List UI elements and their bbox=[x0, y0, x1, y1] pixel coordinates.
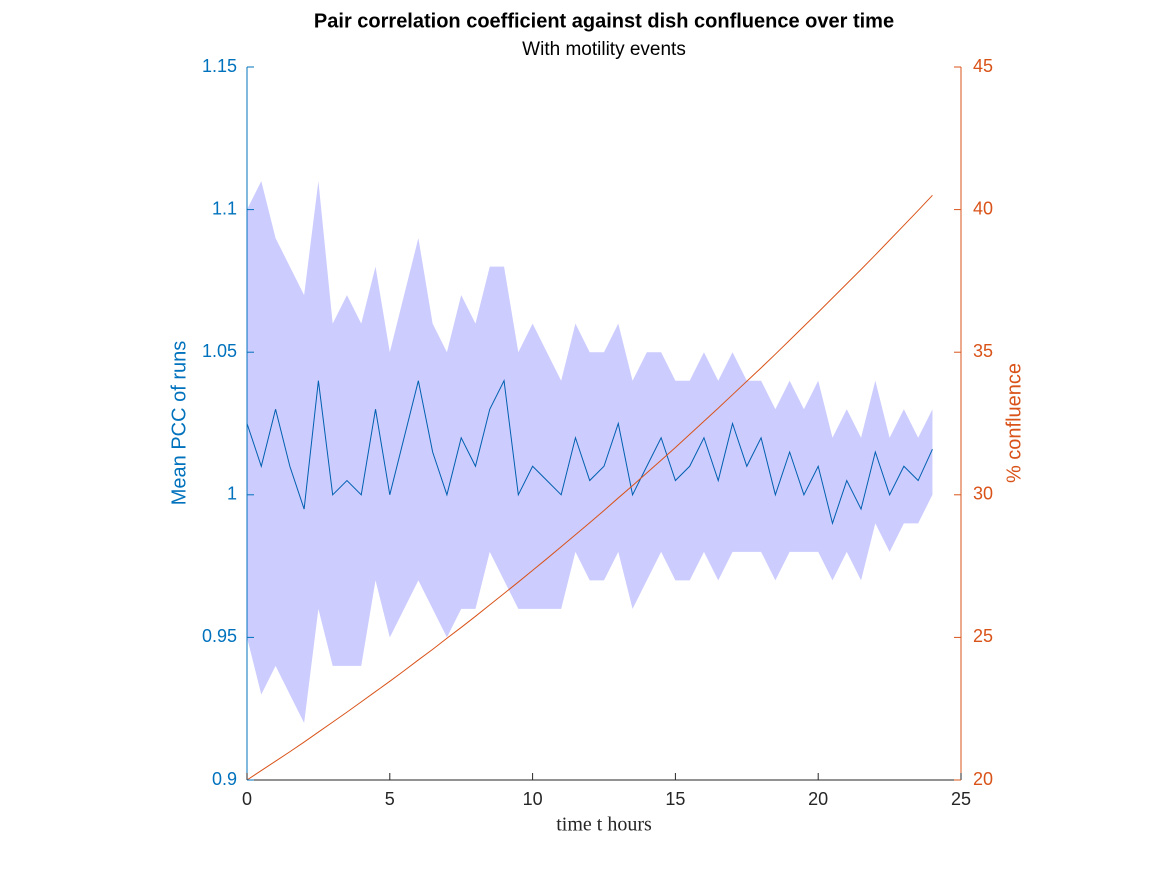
x-tick-label: 5 bbox=[385, 789, 395, 809]
y-tick-label: 1.05 bbox=[202, 341, 237, 361]
y2-tick-label: 25 bbox=[973, 626, 993, 646]
y2-tick-label: 35 bbox=[973, 341, 993, 361]
data-line bbox=[246, 379, 933, 526]
confidence-band bbox=[247, 181, 933, 723]
y-tick-label: 0.9 bbox=[212, 769, 237, 789]
y-axis-label: Mean PCC of runs bbox=[168, 341, 190, 506]
x-tick-label: 10 bbox=[523, 789, 543, 809]
y2-tick-label: 40 bbox=[973, 198, 993, 218]
data-line bbox=[246, 194, 933, 781]
y-tick-label: 1.15 bbox=[202, 56, 237, 76]
chart-title: Pair correlation coefficient against dis… bbox=[314, 10, 894, 32]
y-tick-label: 0.95 bbox=[202, 626, 237, 646]
y-tick-label: 1.1 bbox=[212, 198, 237, 218]
x-axis-label: time t hours bbox=[556, 814, 652, 836]
chart-subtitle: With motility events bbox=[522, 39, 686, 60]
x-tick-label: 15 bbox=[665, 789, 685, 809]
x-tick-label: 25 bbox=[951, 789, 971, 809]
y2-axis-label: % confluence bbox=[1003, 363, 1025, 483]
y2-tick-label: 20 bbox=[973, 769, 993, 789]
x-tick-label: 0 bbox=[242, 789, 252, 809]
y2-tick-label: 45 bbox=[973, 56, 993, 76]
y2-tick-label: 30 bbox=[973, 484, 993, 504]
y-tick-label: 1 bbox=[227, 484, 237, 504]
x-tick-label: 20 bbox=[808, 789, 828, 809]
